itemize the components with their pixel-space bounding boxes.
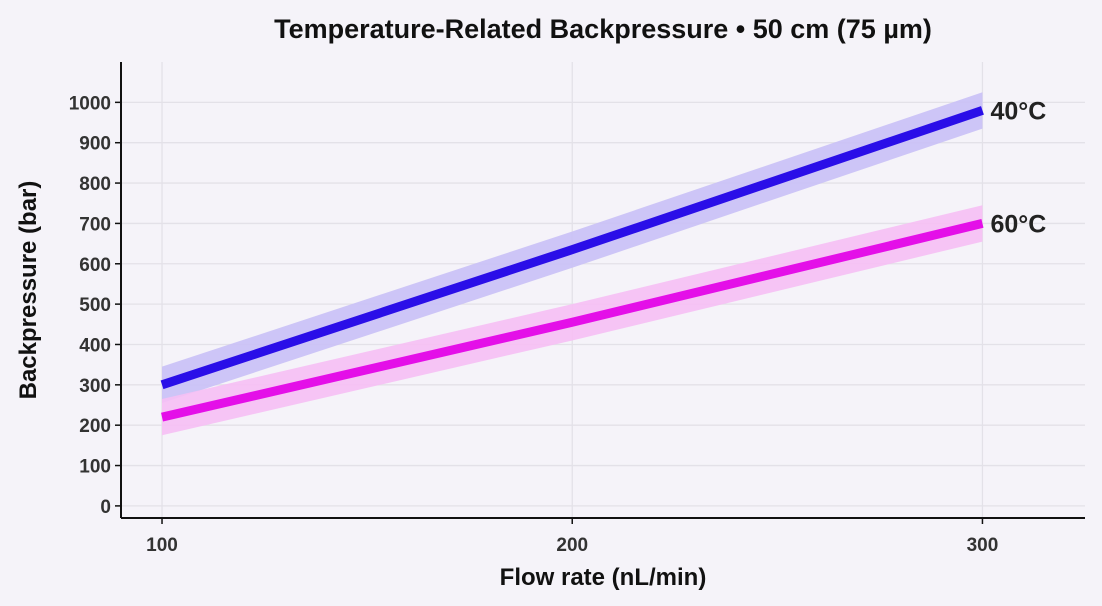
series-line-60c	[161, 219, 984, 422]
y-tick-label-400: 400	[79, 335, 111, 356]
series-label-40c: 40°C	[990, 97, 1046, 125]
series-lines	[160, 106, 984, 422]
y-axis-title: Backpressure (bar)	[15, 181, 42, 400]
x-tick-label-100: 100	[146, 535, 178, 556]
x-axis-title: Flow rate (nL/min)	[500, 564, 707, 591]
tick-labels: 0 100 200 300 400 500 600 700 800 900 1000 100 200 30…	[69, 93, 999, 556]
chart-title: Temperature-Related Backpressure • 50 cm…	[274, 14, 932, 44]
y-tick-label-700: 700	[79, 214, 111, 235]
series-labels: 40°C 60°C	[990, 97, 1046, 238]
y-tick-label-300: 300	[79, 376, 111, 397]
y-tick-label-100: 100	[79, 457, 111, 478]
y-tick-label-600: 600	[79, 255, 111, 276]
y-tick-label-500: 500	[79, 295, 111, 316]
axes	[115, 62, 1085, 524]
y-tick-label-0: 0	[100, 497, 111, 518]
series-line-40c	[160, 106, 984, 390]
series-label-60c: 60°C	[990, 210, 1046, 238]
x-tick-label-200: 200	[556, 535, 588, 556]
x-tick-label-300: 300	[967, 535, 999, 556]
y-tick-label-900: 900	[79, 134, 111, 155]
y-tick-label-800: 800	[79, 174, 111, 195]
y-tick-label-1000: 1000	[69, 93, 111, 114]
y-tick-label-200: 200	[79, 416, 111, 437]
